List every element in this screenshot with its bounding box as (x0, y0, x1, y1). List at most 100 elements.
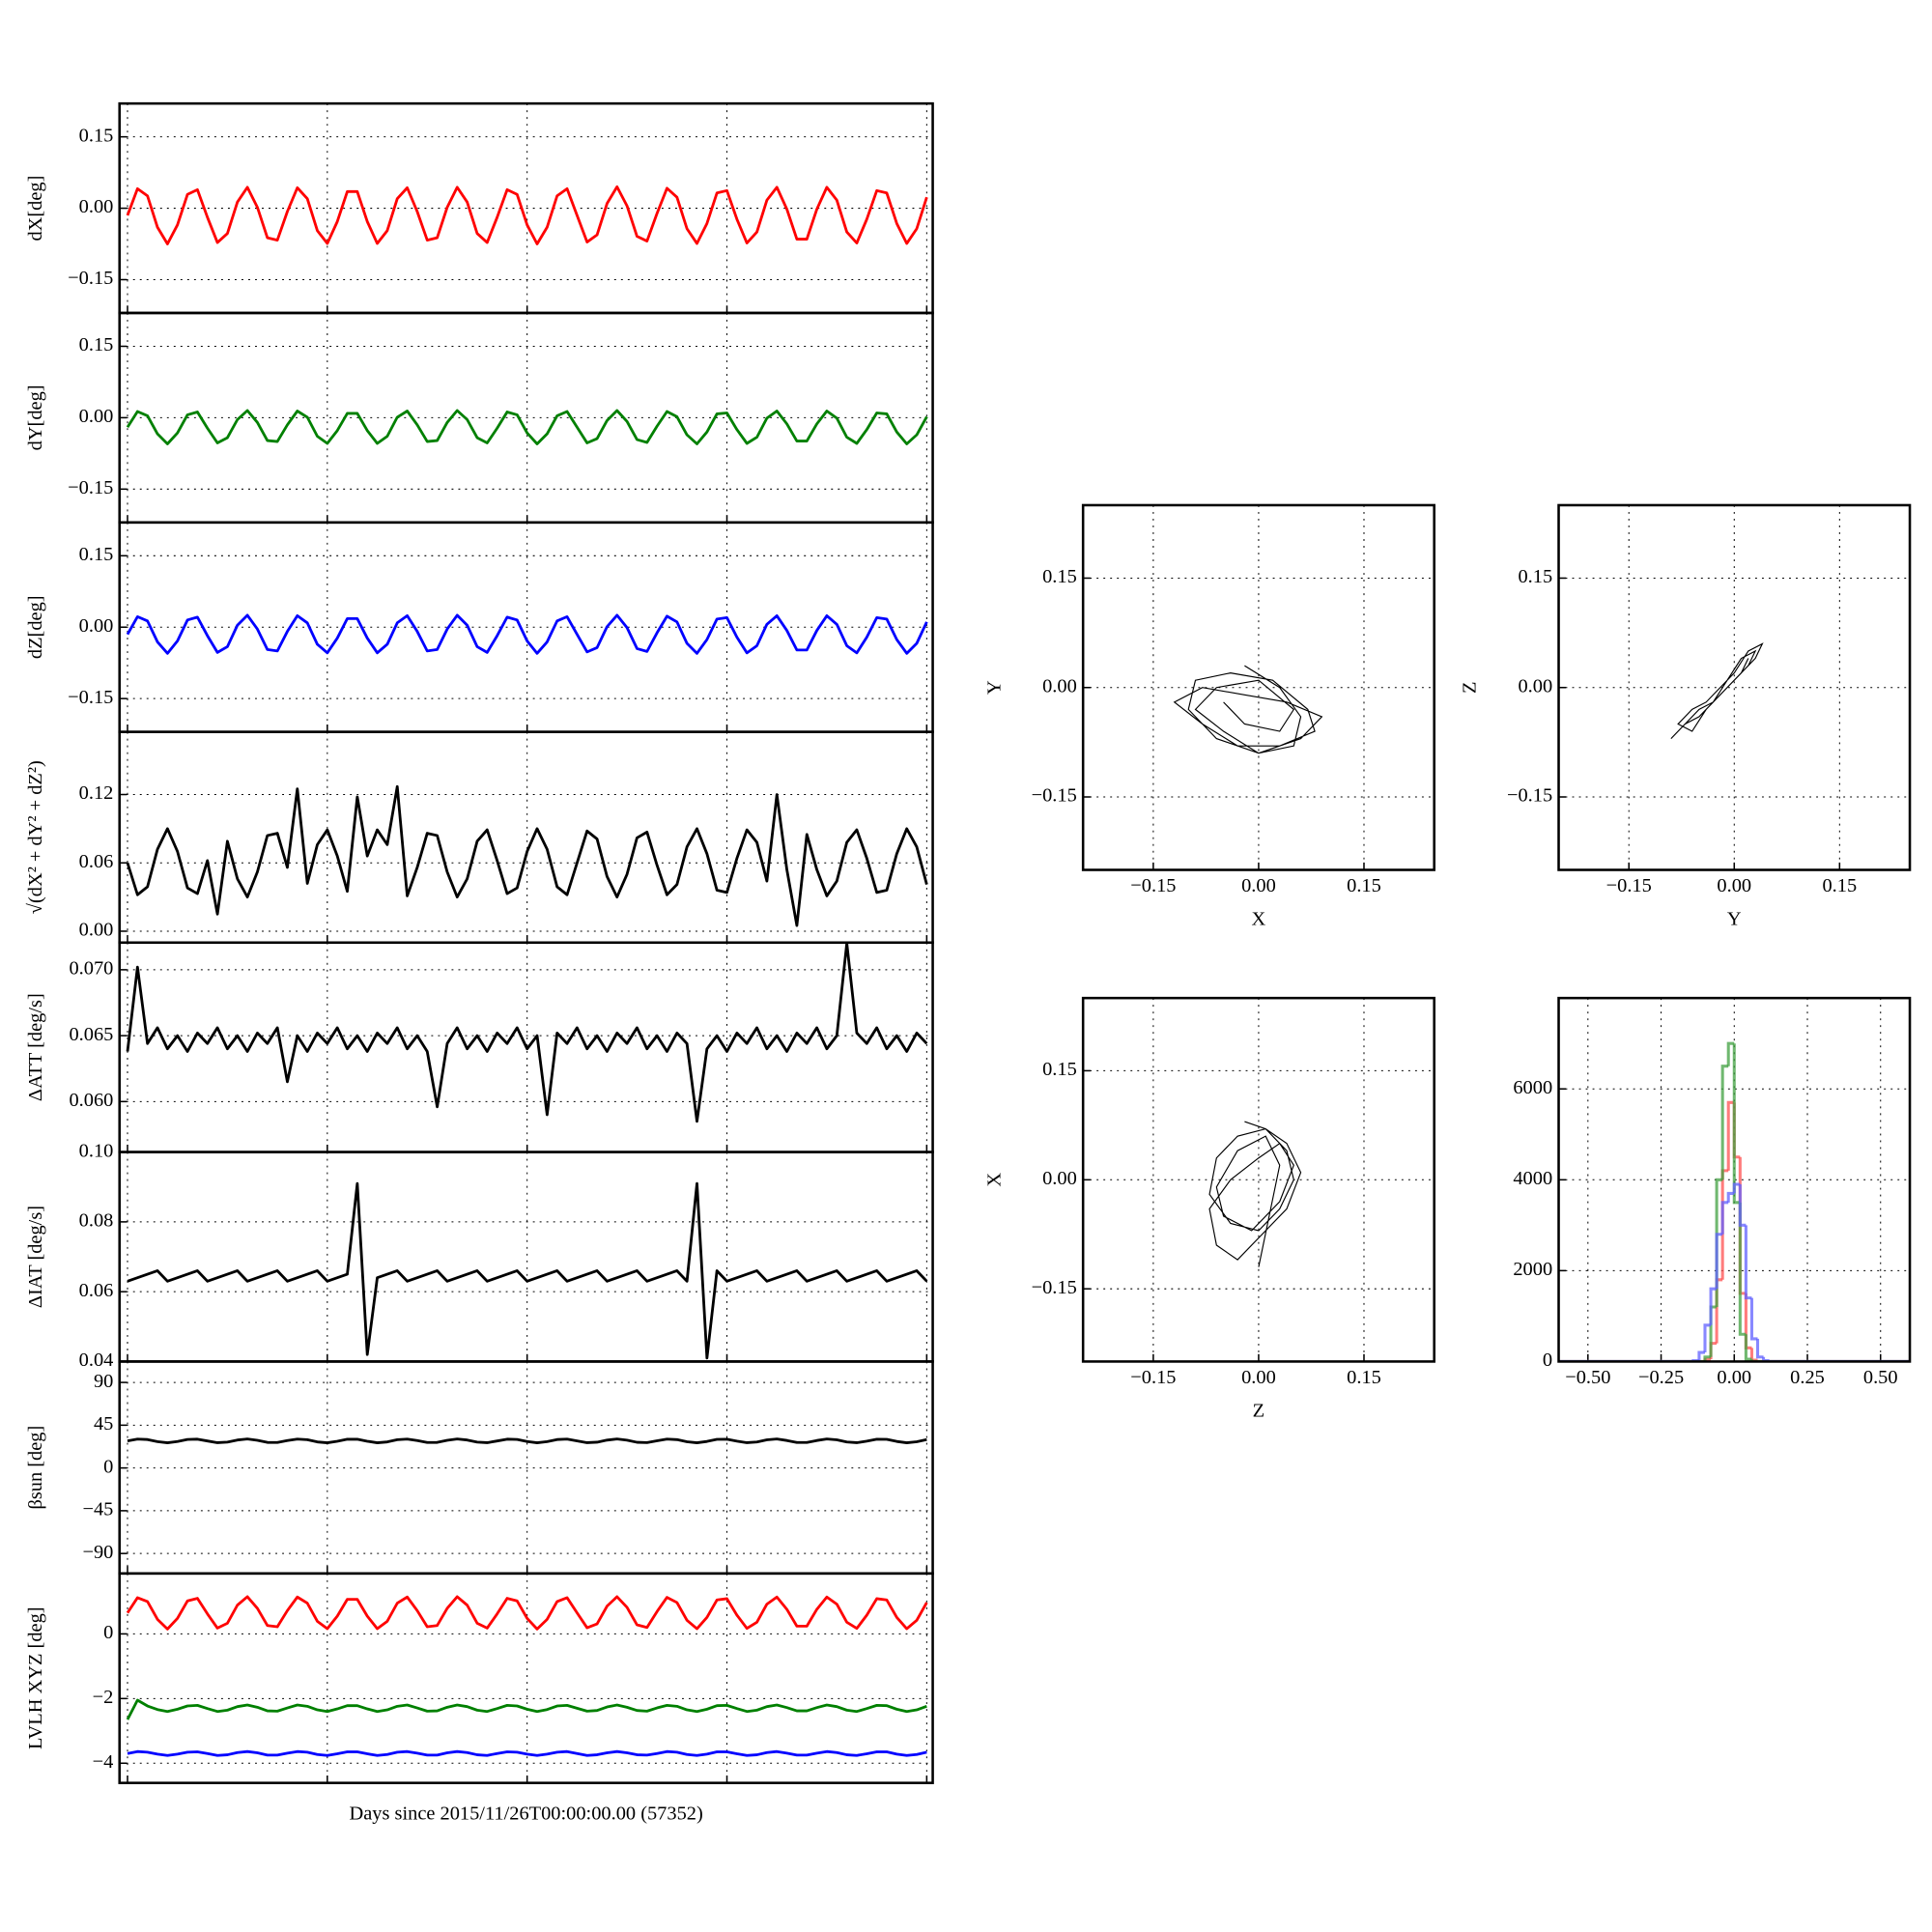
axes-frame (118, 1572, 934, 1784)
y-tick-label: −0.15 (68, 687, 113, 708)
data-line (126, 613, 928, 655)
x-tick-label: −0.15 (1130, 875, 1176, 896)
y-tick-label: 4000 (1513, 1168, 1552, 1189)
y-tick-label: 0.15 (79, 334, 114, 355)
x-tick-label: 0.15 (1347, 1367, 1381, 1388)
y-axis-label: ΔATT [deg/s] (25, 993, 46, 1101)
y-tick-label: 0.070 (69, 958, 113, 980)
x-axis-label: Z (1253, 1400, 1264, 1421)
x-tick-label: 0.00 (1241, 1367, 1276, 1388)
y-tick-label: 0.15 (1042, 566, 1077, 587)
y-tick-label: −2 (93, 1687, 114, 1708)
panel: 0.12 0.06 0.00 √(dX² + dY² + dZ²) (25, 730, 934, 945)
y-tick-label: −0.15 (68, 477, 113, 498)
y-tick-label: 0.00 (79, 196, 114, 217)
y-axis-label: Z (1460, 682, 1481, 694)
histogram-step (1726, 1041, 1735, 1066)
x-axis-label: Y (1727, 908, 1742, 929)
y-tick-label: 0.04 (79, 1350, 114, 1371)
y-axis-label: ΔIAT [deg/s] (25, 1206, 46, 1308)
x-tick-label: −0.50 (1565, 1367, 1610, 1388)
y-tick-label: 0.060 (69, 1090, 113, 1111)
y-tick-label: −90 (82, 1542, 113, 1563)
x-tick-label: 0.00 (1717, 875, 1751, 896)
histogram-step (1749, 1359, 1758, 1362)
y-tick-label: 0 (103, 1622, 113, 1643)
panel: −0.15 0.00 0.15 0.15 0.00 −0.15 X Z (983, 996, 1435, 1421)
data-line (126, 942, 928, 1123)
data-line (126, 784, 928, 927)
histogram-step (1726, 1100, 1735, 1171)
y-axis-label: √(dX² + dY² + dZ²) (25, 760, 46, 914)
histogram-step (1720, 1201, 1729, 1235)
y-tick-label: −0.15 (1032, 785, 1077, 807)
panel: −0.50 −0.25 0.00 0.25 0.50 0 2000 4000 6000 (1513, 996, 1912, 1388)
data-line (126, 409, 928, 445)
x-tick-label: 0.00 (1241, 875, 1276, 896)
axes-frame (1557, 503, 1912, 871)
y-tick-label: 0.00 (1042, 1168, 1077, 1189)
y-tick-label: 0.12 (79, 782, 114, 804)
y-tick-label: 90 (94, 1371, 113, 1392)
data-line (126, 1698, 927, 1720)
data-line (127, 1437, 927, 1444)
x-axis-label: Days since 2015/11/26T00:00:00.00 (57352… (350, 1804, 703, 1825)
y-tick-label: 0.065 (69, 1024, 113, 1045)
y-axis-label: LVLH XYZ [deg] (25, 1606, 46, 1749)
y-tick-label: −0.15 (68, 268, 113, 289)
y-axis-label: X (983, 1173, 1005, 1187)
scatter-trace (1173, 665, 1323, 754)
y-tick-label: 2000 (1513, 1259, 1552, 1280)
axes-frame (1557, 996, 1912, 1363)
y-tick-label: 0.00 (79, 615, 114, 637)
x-tick-label: 0.50 (1863, 1367, 1898, 1388)
y-tick-label: 0.00 (79, 920, 114, 941)
x-tick-label: −0.15 (1606, 875, 1652, 896)
y-tick-label: 0.10 (79, 1140, 114, 1161)
panel: −0.15 0.00 0.15 0.15 0.00 −0.15 Z Y (1460, 503, 1912, 929)
x-tick-label: 0.15 (1822, 875, 1857, 896)
panel: −0.15 0.00 0.15 0.15 0.00 −0.15 Y X (983, 503, 1435, 929)
data-line (126, 185, 928, 245)
x-tick-label: 0.00 (1717, 1367, 1751, 1388)
histogram-step (1703, 1323, 1712, 1353)
y-tick-label: 0.15 (1042, 1059, 1077, 1080)
y-axis-label: βsun [deg] (25, 1426, 46, 1510)
y-tick-label: 6000 (1513, 1077, 1552, 1098)
y-tick-label: 45 (94, 1413, 113, 1435)
y-tick-label: −0.15 (1507, 785, 1552, 807)
scatter-trace (1208, 1121, 1302, 1267)
data-line (127, 1749, 927, 1757)
histogram-step (1726, 1191, 1735, 1203)
data-line (127, 1181, 928, 1360)
histogram-step (1749, 1297, 1758, 1341)
histogram-step (1715, 1233, 1723, 1290)
histogram-step (1738, 1184, 1747, 1227)
histogram-step (1744, 1334, 1752, 1361)
y-tick-label: −4 (93, 1751, 114, 1773)
x-tick-label: −0.25 (1638, 1367, 1684, 1388)
y-axis-label: dX[deg] (25, 176, 46, 242)
y-tick-label: 0 (1543, 1350, 1552, 1371)
y-tick-label: 0.15 (1518, 566, 1552, 587)
y-axis-label: Y (983, 680, 1005, 695)
histogram-step (1709, 1287, 1718, 1325)
y-tick-label: 0.00 (1042, 675, 1077, 696)
y-tick-label: −0.15 (1032, 1277, 1077, 1298)
scatter-trace (1670, 642, 1764, 739)
x-tick-label: −0.15 (1130, 1367, 1176, 1388)
x-tick-label: 0.25 (1790, 1367, 1825, 1388)
histogram-step (1755, 1338, 1764, 1359)
y-tick-label: 0.00 (1518, 675, 1552, 696)
y-axis-label: dY[deg] (25, 384, 46, 450)
y-tick-label: −45 (82, 1499, 113, 1520)
y-tick-label: 0.06 (79, 851, 114, 872)
y-tick-label: 0 (103, 1456, 113, 1477)
axes-frame (1081, 503, 1435, 871)
histogram-step (1732, 1182, 1741, 1194)
panel: 0.10 0.08 0.06 0.04 ΔIAT [deg/s] (25, 1140, 934, 1371)
x-tick-label: 0.15 (1347, 875, 1381, 896)
